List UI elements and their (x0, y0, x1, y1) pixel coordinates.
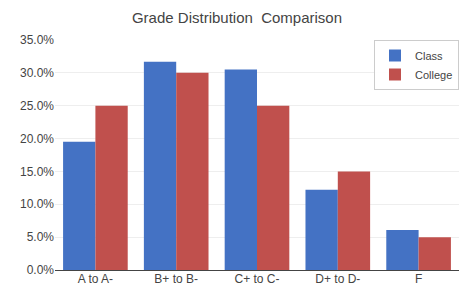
svg-text:College: College (415, 69, 452, 81)
svg-text:B+ to B-: B+ to B- (154, 272, 198, 286)
svg-text:C+ to C-: C+ to C- (234, 272, 279, 286)
svg-text:25.0%: 25.0% (20, 99, 54, 113)
svg-text:15.0%: 15.0% (20, 165, 54, 179)
svg-text:20.0%: 20.0% (20, 132, 54, 146)
svg-text:30.0%: 30.0% (20, 66, 54, 80)
svg-text:A to A-: A to A- (78, 272, 113, 286)
svg-text:5.0%: 5.0% (27, 230, 55, 244)
svg-text:Grade Distribution Comparison: Grade Distribution Comparison (132, 9, 342, 26)
svg-text:F: F (415, 272, 422, 286)
svg-text:35.0%: 35.0% (20, 33, 54, 47)
svg-text:Class: Class (415, 50, 443, 62)
svg-text:0.0%: 0.0% (27, 263, 55, 277)
svg-text:10.0%: 10.0% (20, 197, 54, 211)
svg-text:D+ to D-: D+ to D- (315, 272, 360, 286)
